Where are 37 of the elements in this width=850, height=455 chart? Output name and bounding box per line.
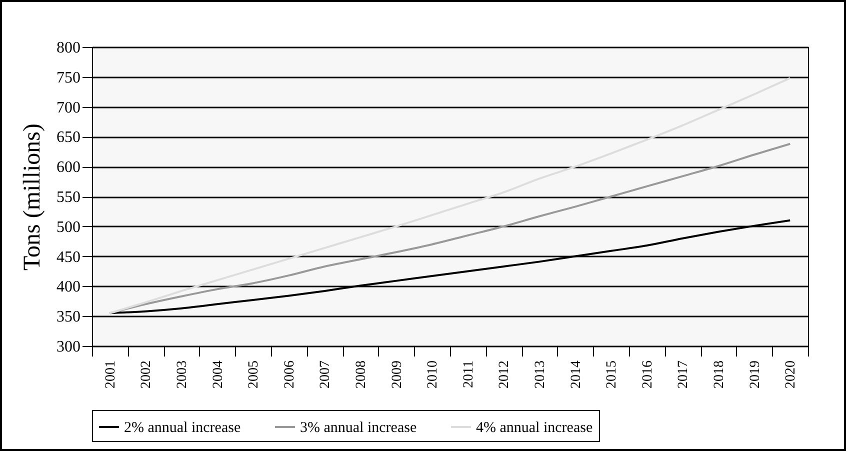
x-tick-label: 2009: [390, 360, 405, 388]
x-tick-label: 2014: [568, 360, 584, 388]
x-tick-label: 2015: [604, 360, 620, 388]
x-tick-label: 2018: [712, 360, 727, 388]
y-tick-label: 450: [56, 248, 80, 266]
x-tick-label: 2007: [318, 360, 334, 388]
y-tick-label: 550: [56, 189, 80, 206]
x-tick-label: 2005: [246, 360, 262, 388]
y-tick-label: 400: [56, 278, 80, 296]
y-tick-label: 300: [56, 338, 80, 356]
x-tick-label: 2020: [784, 360, 799, 388]
x-tick-label: 2001: [103, 360, 118, 388]
y-tick-label: 500: [56, 218, 80, 236]
legend-label: 3% annual increase: [300, 420, 417, 436]
x-tick-label: 2006: [282, 360, 298, 388]
x-tick-label: 2004: [210, 360, 226, 388]
y-tick-label: 600: [56, 159, 80, 176]
y-tick-label: 650: [56, 129, 80, 146]
x-tick-label: 2008: [354, 360, 369, 388]
x-tick-label: 2017: [676, 360, 692, 388]
y-tick-label: 700: [56, 99, 80, 116]
y-tick-label: 750: [56, 69, 80, 86]
x-tick-label: 2002: [139, 360, 154, 388]
x-tick-label: 2013: [533, 360, 548, 388]
x-tick-label: 2003: [175, 360, 190, 388]
legend-label: 2% annual increase: [124, 420, 241, 436]
line-series: [108, 77, 792, 314]
y-axis-title: Tons (millions): [20, 124, 46, 270]
x-tick-label: 2016: [640, 360, 656, 388]
y-tick-label: 800: [56, 40, 80, 56]
line-series: [108, 142, 792, 314]
legend-label: 4% annual increase: [476, 420, 593, 436]
x-tick-label: 2019: [748, 360, 763, 388]
x-tick-label: 2012: [497, 360, 512, 388]
x-tick-label: 2011: [461, 360, 476, 388]
y-tick-label: 350: [56, 308, 80, 326]
x-tick-label: 2010: [426, 360, 441, 388]
